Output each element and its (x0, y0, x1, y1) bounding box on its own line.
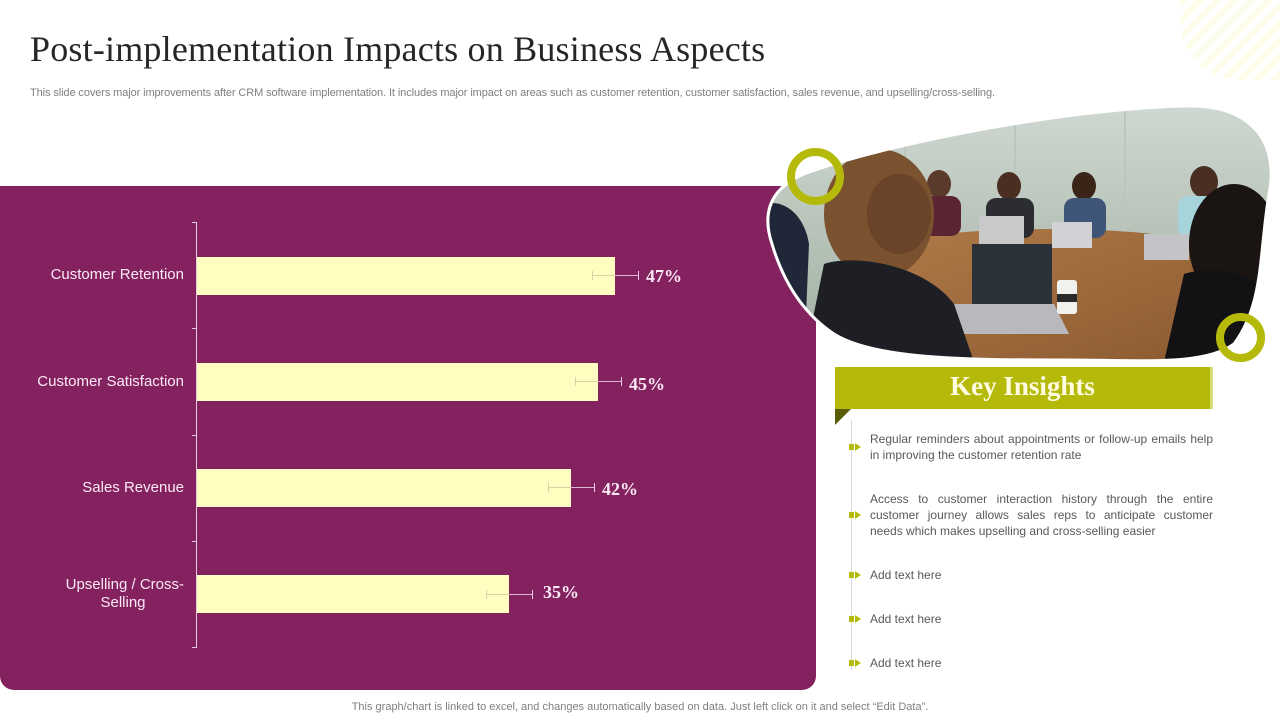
error-bar-cap (621, 377, 622, 386)
insight-item: Access to customer interaction history t… (849, 491, 1219, 539)
value-label-customer-satisfaction: 45% (629, 374, 665, 394)
bar-sales-revenue[interactable] (197, 469, 571, 507)
value-label-upselling-cross-selling: 35% (543, 582, 579, 602)
arrow-bullet-icon (849, 659, 865, 667)
bar-customer-satisfaction[interactable] (197, 363, 598, 401)
insight-item: Add text here (849, 611, 1219, 627)
insight-text[interactable]: Add text here (870, 656, 942, 670)
category-label-customer-retention: Customer Retention (50, 266, 184, 283)
error-bar-cap (592, 271, 593, 280)
banner-fold (835, 409, 851, 425)
error-bar-cap (532, 590, 533, 599)
error-bar (509, 594, 533, 595)
meeting-photo-illustration (766, 104, 1273, 363)
insight-item: Regular reminders about appointments or … (849, 431, 1219, 463)
key-insights-banner: Key Insights (835, 367, 1213, 409)
decorative-stripes (1180, 0, 1280, 80)
error-bar (592, 275, 615, 276)
axis-tick (192, 222, 197, 223)
slide-title: Post-implementation Impacts on Business … (30, 29, 766, 69)
category-label-upselling-cross-selling: Upselling / Cross- Selling (14, 576, 184, 612)
decorative-ring-bottom (1216, 313, 1265, 362)
bar-upselling-cross-selling[interactable] (197, 575, 509, 613)
axis-tick (192, 647, 197, 648)
error-bar-cap (575, 377, 576, 386)
category-label-sales-revenue: Sales Revenue (82, 479, 184, 496)
error-bar (548, 487, 571, 488)
value-label-customer-retention: 47% (646, 266, 682, 286)
decorative-ring-top (787, 148, 844, 205)
error-bar-cap (594, 483, 595, 492)
error-bar-cap (548, 483, 549, 492)
chart-category-axis (196, 222, 197, 647)
error-bar-cap (486, 590, 487, 599)
insight-text: Regular reminders about appointments or … (870, 432, 1213, 462)
error-bar (571, 487, 595, 488)
value-label-sales-revenue: 42% (602, 479, 638, 499)
category-label-line-2: Selling (100, 594, 146, 611)
chart-footnote: This graph/chart is linked to excel, and… (351, 701, 929, 713)
arrow-bullet-icon (849, 615, 865, 623)
error-bar (486, 594, 509, 595)
key-insights-title: Key Insights (950, 371, 1095, 401)
insight-item: Add text here (849, 567, 1219, 583)
insight-text: Access to customer interaction history t… (870, 492, 1213, 538)
error-bar (598, 381, 622, 382)
error-bar (615, 275, 639, 276)
category-label-line-1: Upselling / Cross- (65, 576, 184, 593)
axis-tick (192, 541, 197, 542)
arrow-bullet-icon (849, 571, 865, 579)
meeting-photo (764, 104, 1274, 363)
error-bar-cap (638, 271, 639, 280)
arrow-bullet-icon (849, 511, 865, 519)
axis-tick (192, 435, 197, 436)
insight-item: Add text here (849, 655, 1219, 671)
slide-subtitle: This slide covers major improvements aft… (30, 87, 995, 99)
insight-text[interactable]: Add text here (870, 568, 942, 582)
arrow-bullet-icon (849, 443, 865, 451)
category-label-customer-satisfaction: Customer Satisfaction (37, 373, 184, 390)
axis-tick (192, 328, 197, 329)
bar-customer-retention[interactable] (197, 257, 615, 295)
insights-timeline-line (851, 420, 852, 670)
error-bar (575, 381, 598, 382)
insight-text[interactable]: Add text here (870, 612, 942, 626)
